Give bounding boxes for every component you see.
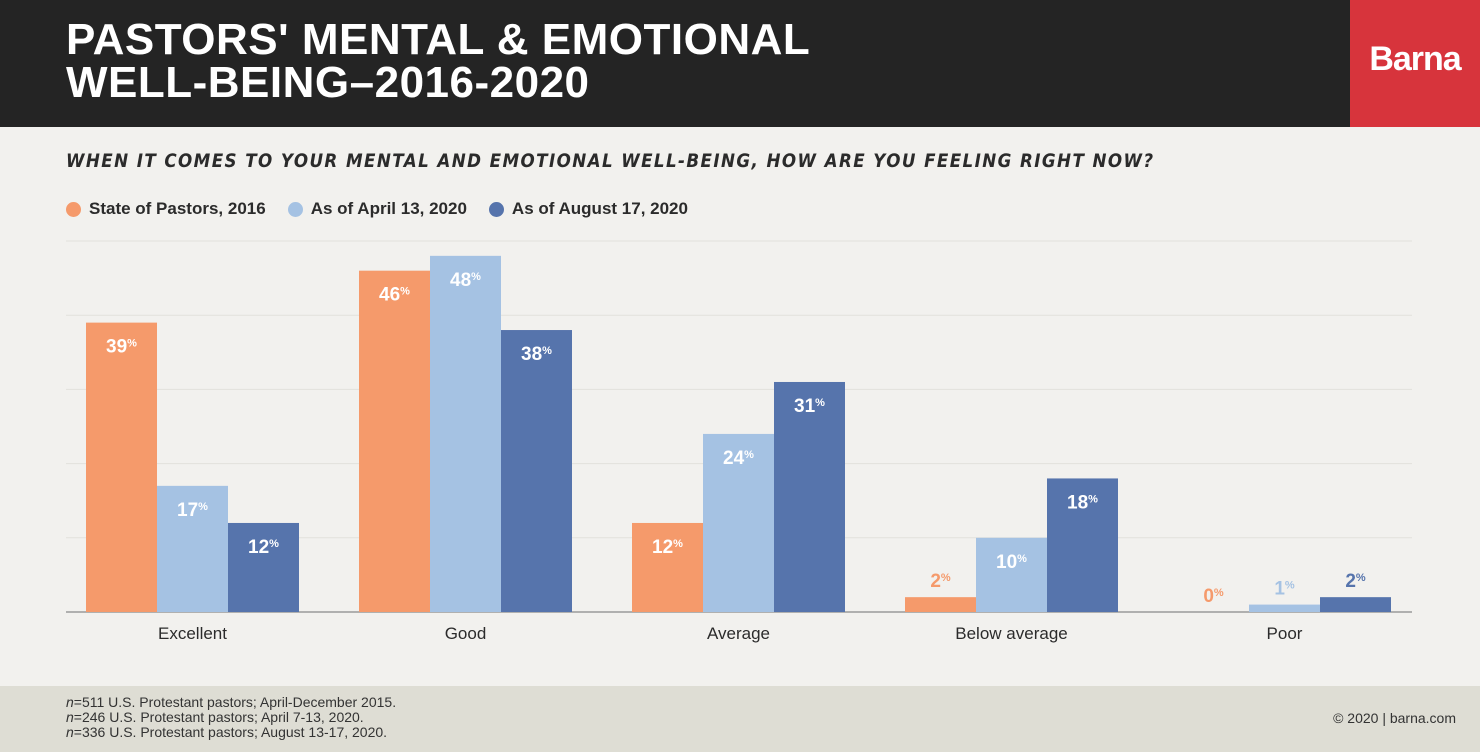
bar-below-average-series-2 <box>1047 478 1118 612</box>
data-label: 10% <box>996 552 1027 573</box>
brand-logo: Barna <box>1350 0 1480 127</box>
bar-excellent-series-1 <box>157 485 228 612</box>
legend-item-august-2020: As of August 17, 2020 <box>488 199 688 219</box>
sample-note-2: n=246 U.S. Protestant pastors; April 7-1… <box>66 709 364 725</box>
legend-label-august-2020: As of August 17, 2020 <box>511 199 688 218</box>
sample-note-3: n=336 U.S. Protestant pastors; August 13… <box>66 724 388 740</box>
chart-title: PASTORS' MENTAL & EMOTIONAL WELL-BEING–2… <box>66 15 1266 107</box>
legend-item-april-2020: As of April 13, 2020 <box>287 199 467 219</box>
copyright: © 2020 | barna.com <box>1333 710 1456 726</box>
legend: State of Pastors, 2016 As of April 13, 2… <box>66 197 710 221</box>
bar-poor-series-1 <box>1249 604 1320 612</box>
bar-chart: 39% 17% 12% Excellent 46% 48% 38% Good 12% 24% 31%… <box>66 240 1412 643</box>
data-label: 12% <box>248 537 279 558</box>
sample-notes: n=511 U.S. Protestant pastors; April-Dec… <box>66 695 396 740</box>
footer: n=511 U.S. Protestant pastors; April-Dec… <box>0 686 1480 752</box>
bar-excellent-series-0 <box>86 322 157 612</box>
bar-good-series-1 <box>430 255 501 612</box>
bar-poor-series-2 <box>1320 597 1391 612</box>
chart-subtitle: WHEN IT COMES TO YOUR MENTAL AND EMOTION… <box>66 150 1155 172</box>
bar-below-average-series-1 <box>976 537 1047 612</box>
data-label: 48% <box>450 270 481 291</box>
data-label: 46% <box>379 285 410 306</box>
data-label: 24% <box>723 448 754 469</box>
legend-label-april-2020: As of April 13, 2020 <box>310 199 467 218</box>
sample-note-1: n=511 U.S. Protestant pastors; April-Dec… <box>66 694 397 710</box>
data-label: 2% <box>1345 571 1366 592</box>
x-tick-label: Excellent <box>158 624 227 643</box>
data-label: 18% <box>1067 492 1098 513</box>
data-label: 17% <box>177 500 208 521</box>
data-label: 2% <box>930 571 951 592</box>
bar-excellent-series-2 <box>228 522 299 612</box>
bar-average-series-1 <box>703 433 774 612</box>
x-tick-label: Poor <box>1267 624 1303 643</box>
legend-dot-april-2020 <box>287 201 303 217</box>
data-label: 1% <box>1274 579 1295 600</box>
data-label: 39% <box>106 337 137 358</box>
bar-average-series-0 <box>632 522 703 612</box>
x-tick-label: Below average <box>955 624 1067 643</box>
data-label: 0% <box>1203 586 1224 607</box>
title-line-2: WELL-BEING–2016-2020 <box>66 58 590 107</box>
x-tick-label: Good <box>445 624 487 643</box>
legend-dot-2016 <box>66 201 81 217</box>
data-label: 12% <box>652 537 683 558</box>
legend-dot-august-2020 <box>488 201 504 217</box>
legend-item-2016: State of Pastors, 2016 <box>66 199 266 219</box>
bar-average-series-2 <box>774 381 845 612</box>
header-banner: PASTORS' MENTAL & EMOTIONAL WELL-BEING–2… <box>0 0 1480 127</box>
title-line-1: PASTORS' MENTAL & EMOTIONAL <box>66 15 811 64</box>
bar-good-series-0 <box>359 270 430 612</box>
data-label: 31% <box>794 396 825 417</box>
bar-below-average-series-0 <box>905 597 976 612</box>
data-label: 38% <box>521 344 552 365</box>
brand-logo-text: Barna <box>1369 40 1461 78</box>
bar-good-series-2 <box>501 330 572 612</box>
legend-label-2016: State of Pastors, 2016 <box>89 199 266 218</box>
x-tick-label: Average <box>707 624 770 643</box>
